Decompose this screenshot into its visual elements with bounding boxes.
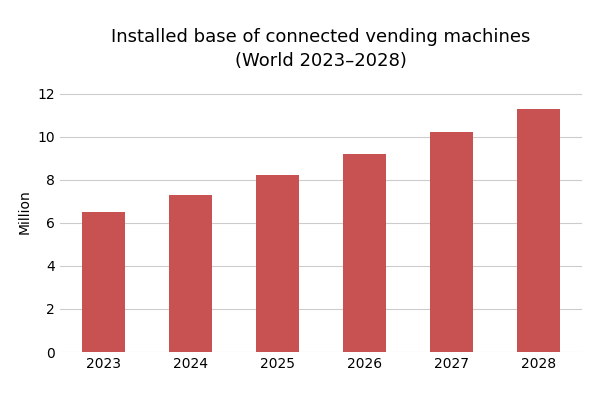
Bar [256, 175, 299, 352]
Bar [517, 109, 560, 352]
Bar [169, 195, 212, 352]
Y-axis label: Million: Million [18, 190, 32, 234]
Bar [82, 212, 125, 352]
Bar [343, 154, 386, 352]
Text: Installed base of connected vending machines
(World 2023–2028): Installed base of connected vending mach… [112, 28, 530, 70]
Bar [430, 132, 473, 352]
